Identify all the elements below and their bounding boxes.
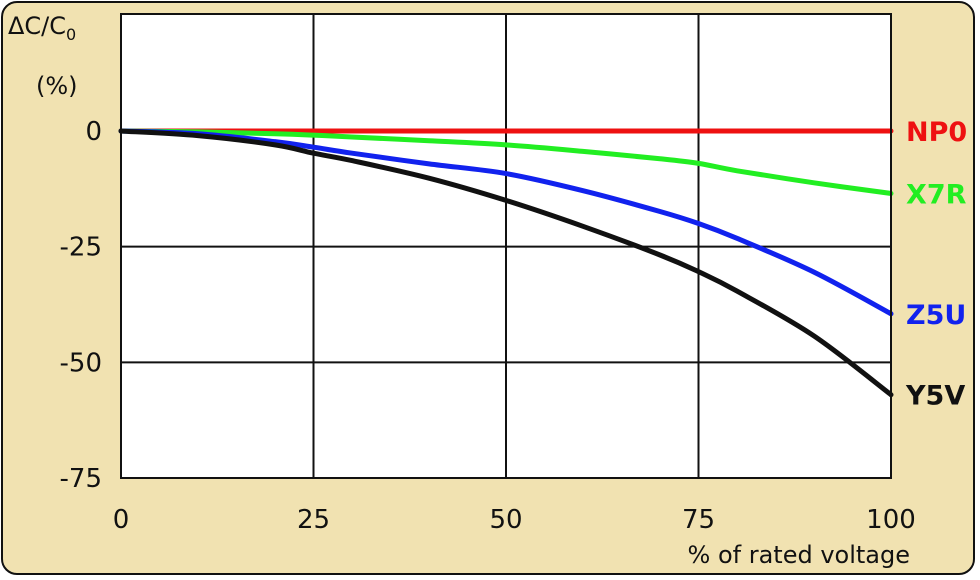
x-axis-label: % of rated voltage: [688, 541, 910, 569]
series-line-z5u: [118, 128, 894, 317]
x-tick-label: 0: [113, 505, 130, 535]
series-lines: [118, 128, 894, 398]
plot-border: [120, 13, 892, 479]
series-line-y5v: [118, 128, 894, 398]
series-label-z5u: Z5U: [906, 300, 966, 331]
y-tick-label: -75: [60, 464, 102, 494]
y-tick-label: 0: [85, 117, 102, 147]
series-label-y5v: Y5V: [905, 381, 965, 412]
series-line-x7r: [118, 128, 894, 196]
y-axis-label-sub: 0: [66, 25, 76, 44]
y-axis-label-main: ΔC/C: [8, 12, 66, 40]
series-label-x7r: X7R: [906, 179, 967, 210]
x-tick-label: 75: [682, 505, 715, 535]
x-tick-labels: 0 25 50 75 100: [113, 505, 916, 535]
x-tick-label: 50: [489, 505, 522, 535]
y-axis-unit: (%): [36, 72, 78, 100]
y-tick-labels: 0 -25 -50 -75: [60, 117, 102, 494]
x-tick-label: 25: [297, 505, 330, 535]
y-tick-label: -50: [60, 348, 102, 378]
series-labels: NP0 X7R Z5U Y5V: [905, 117, 967, 412]
series-label-np0: NP0: [906, 117, 967, 148]
x-tick-label: 100: [866, 505, 916, 535]
y-tick-label: -25: [60, 233, 102, 263]
y-axis-label: ΔC/C0: [8, 12, 76, 44]
